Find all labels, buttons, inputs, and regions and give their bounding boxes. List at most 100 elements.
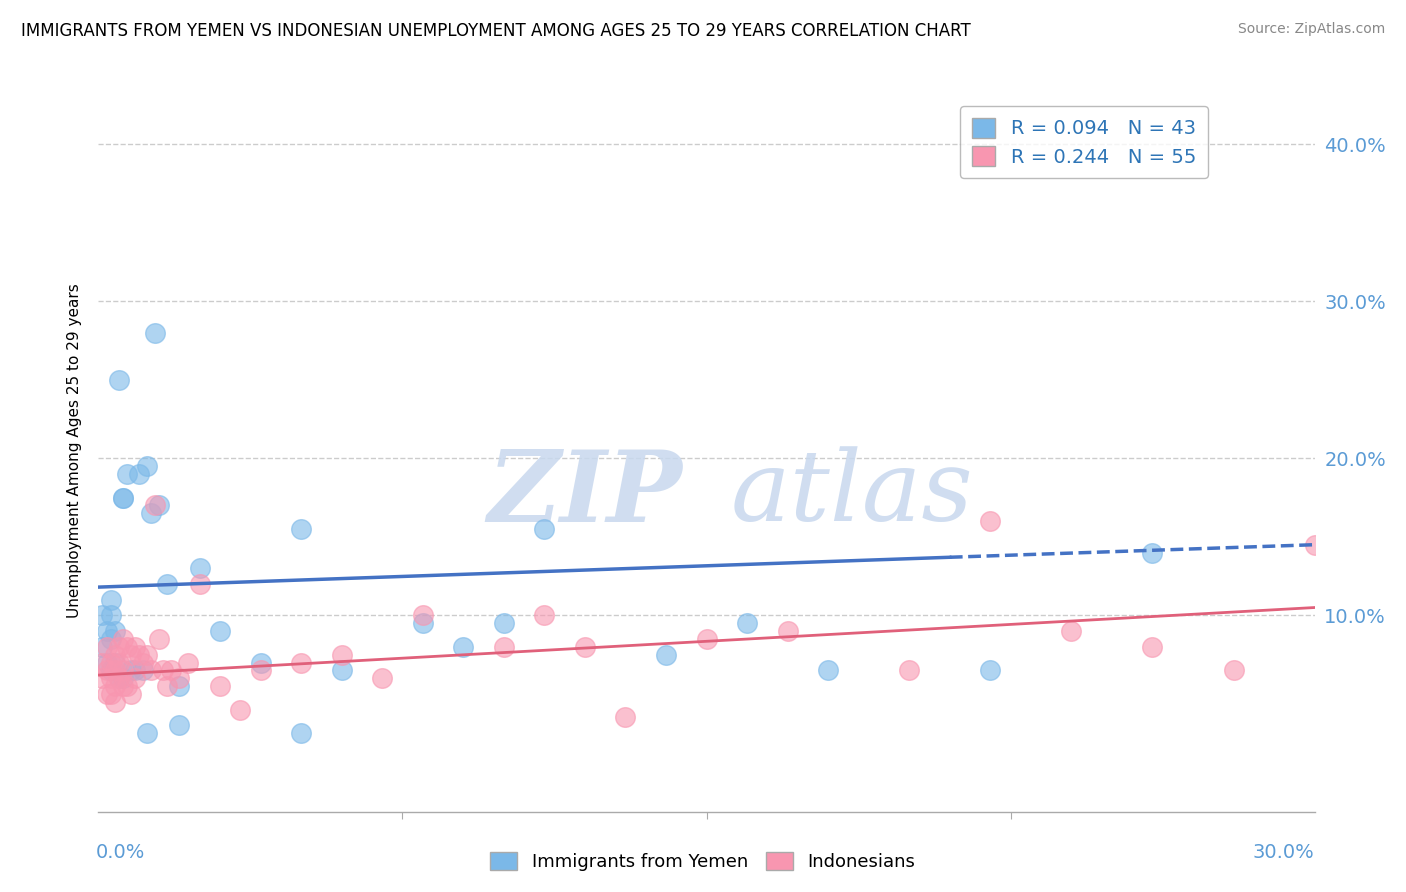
Point [1060, 624, 1083, 639]
Point [229, 703, 252, 717]
Point [124, 664, 146, 678]
Point [91, 608, 114, 623]
Point [209, 624, 232, 639]
Point [100, 664, 122, 678]
Point [115, 679, 138, 693]
Point [136, 726, 159, 740]
Point [111, 632, 134, 646]
Point [136, 459, 159, 474]
Point [104, 664, 127, 678]
Point [148, 632, 170, 646]
Y-axis label: Unemployment Among Ages 25 to 29 years: Unemployment Among Ages 25 to 29 years [66, 283, 82, 618]
Point [574, 640, 596, 654]
Point [91, 671, 114, 685]
Point [107, 640, 129, 654]
Point [104, 679, 127, 693]
Point [492, 616, 515, 631]
Point [91, 640, 114, 654]
Point [100, 656, 122, 670]
Point [156, 577, 179, 591]
Point [100, 632, 122, 646]
Point [132, 664, 155, 678]
Point [1142, 545, 1164, 559]
Point [124, 671, 146, 685]
Point [100, 592, 122, 607]
Text: Source: ZipAtlas.com: Source: ZipAtlas.com [1237, 22, 1385, 37]
Point [139, 506, 162, 520]
Point [107, 373, 129, 387]
Point [96, 664, 118, 678]
Point [453, 640, 475, 654]
Point [96, 624, 118, 639]
Point [100, 671, 122, 685]
Point [115, 640, 138, 654]
Point [107, 671, 129, 685]
Point [104, 695, 127, 709]
Point [735, 616, 758, 631]
Point [655, 648, 678, 662]
Point [979, 664, 1001, 678]
Point [107, 656, 129, 670]
Point [104, 656, 127, 670]
Point [128, 467, 150, 481]
Point [330, 648, 353, 662]
Point [111, 491, 134, 505]
Text: 30.0%: 30.0% [1253, 843, 1315, 862]
Point [176, 656, 198, 670]
Point [979, 514, 1001, 528]
Point [104, 648, 127, 662]
Point [776, 624, 799, 639]
Point [188, 561, 211, 575]
Text: ZIP: ZIP [488, 446, 682, 542]
Point [412, 616, 434, 631]
Point [160, 664, 183, 678]
Point [111, 671, 134, 685]
Point [614, 710, 637, 724]
Point [132, 656, 155, 670]
Point [96, 640, 118, 654]
Point [330, 664, 353, 678]
Text: IMMIGRANTS FROM YEMEN VS INDONESIAN UNEMPLOYMENT AMONG AGES 25 TO 29 YEARS CORRE: IMMIGRANTS FROM YEMEN VS INDONESIAN UNEM… [21, 22, 970, 40]
Point [120, 687, 142, 701]
Point [1303, 538, 1326, 552]
Point [817, 664, 839, 678]
Point [412, 608, 434, 623]
Point [143, 326, 166, 340]
Point [100, 608, 122, 623]
Point [139, 664, 162, 678]
Point [120, 648, 142, 662]
Point [249, 656, 271, 670]
Point [115, 467, 138, 481]
Point [148, 499, 170, 513]
Point [128, 648, 150, 662]
Point [898, 664, 921, 678]
Point [371, 671, 394, 685]
Point [111, 664, 134, 678]
Point [143, 499, 166, 513]
Point [1222, 664, 1244, 678]
Point [290, 656, 312, 670]
Point [533, 522, 555, 536]
Point [91, 656, 114, 670]
Point [290, 726, 312, 740]
Point [188, 577, 211, 591]
Point [249, 664, 271, 678]
Point [1142, 640, 1164, 654]
Point [533, 608, 555, 623]
Text: 0.0%: 0.0% [96, 843, 145, 862]
Point [107, 671, 129, 685]
Point [100, 687, 122, 701]
Point [111, 679, 134, 693]
Point [156, 679, 179, 693]
Point [124, 640, 146, 654]
Point [696, 632, 718, 646]
Point [169, 718, 191, 732]
Point [111, 491, 134, 505]
Point [136, 648, 159, 662]
Point [104, 624, 127, 639]
Point [209, 679, 232, 693]
Point [492, 640, 515, 654]
Point [169, 679, 191, 693]
Legend: R = 0.094   N = 43, R = 0.244   N = 55: R = 0.094 N = 43, R = 0.244 N = 55 [960, 106, 1208, 178]
Point [96, 687, 118, 701]
